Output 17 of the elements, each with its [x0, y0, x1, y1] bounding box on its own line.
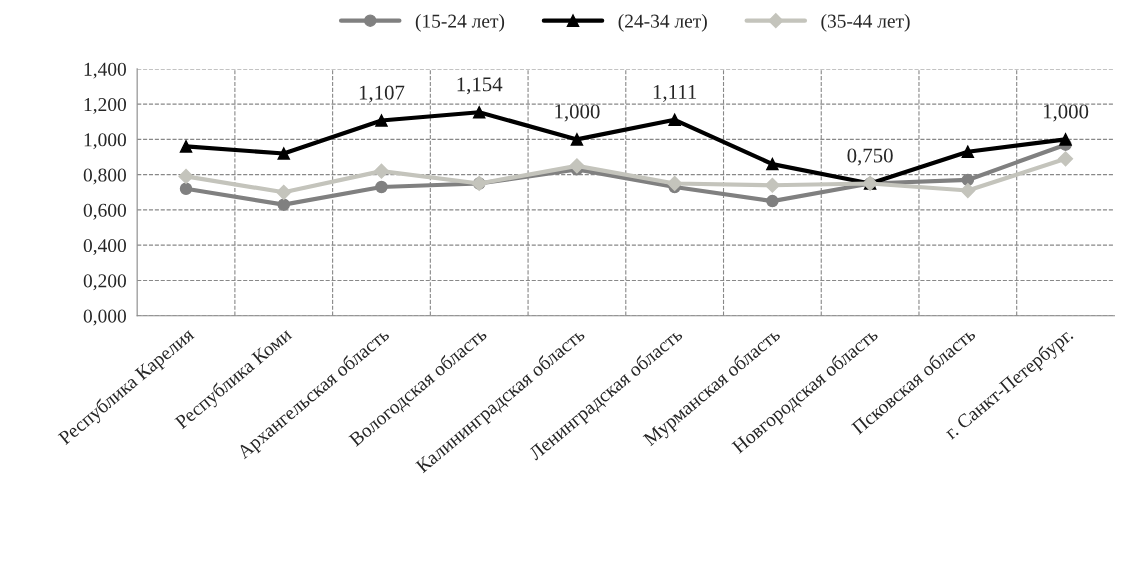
data-label: 1,111: [653, 84, 697, 102]
y-tick-label: 0,200: [83, 274, 126, 291]
y-tick-label: 1,200: [84, 97, 126, 114]
y-tick-label: 1,000: [84, 133, 126, 150]
data-label: 1,000: [1043, 104, 1089, 122]
legend-label: (15-24 лет): [415, 14, 505, 32]
y-tick-label: 1,400: [84, 62, 126, 79]
data-label: 0,750: [847, 148, 893, 166]
data-label: 1,000: [555, 104, 600, 122]
y-tick-label: 0,800: [83, 168, 126, 185]
y-tick-label: 0,600: [83, 203, 126, 220]
y-tick-label: 0,400: [83, 239, 126, 255]
data-label: 1,107: [359, 85, 405, 103]
data-label: 1,154: [457, 77, 503, 95]
legend-label: (35-44 лет): [821, 14, 910, 32]
y-tick-label: 0,000: [83, 309, 126, 326]
legend-label: (24-34 лет): [618, 14, 707, 32]
